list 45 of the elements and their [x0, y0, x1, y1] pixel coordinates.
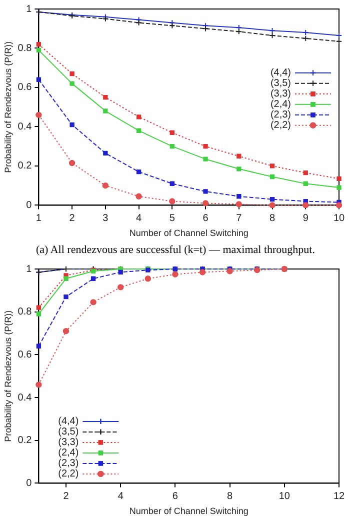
y-tick-label: 0.8 [18, 42, 32, 54]
x-axis-title: Number of Channel Switching [129, 506, 248, 516]
y-tick-label: 0 [26, 200, 32, 211]
y-tick-label: 1 [26, 264, 32, 275]
legend-label: (2,3) [270, 110, 291, 121]
x-tick-label: 12 [333, 490, 345, 502]
y-axis-title: Probability of Rendezvous (P(R)) [2, 310, 13, 442]
legend-label: (3,5) [270, 78, 291, 90]
x-tick-label: 6 [202, 212, 209, 224]
legend-label: (2,4) [270, 99, 291, 110]
legend-label: (2,2) [270, 120, 291, 132]
text: (a) All rendezvous are successful (k=t) — maximal throughput. [35, 243, 316, 258]
y-tick-label: 0.4 [18, 392, 32, 404]
y-tick-label: 0.6 [18, 349, 32, 360]
y-axis-title: Probability of Rendezvous (P(R)) [2, 41, 13, 173]
legend-label: (3,3) [270, 88, 291, 100]
x-tick-label: 7 [236, 212, 242, 224]
legend-label: (2,2) [58, 468, 79, 480]
x-axis-title: Number of Channel Switching [129, 228, 248, 238]
x-tick-label: 10 [333, 212, 345, 224]
legend-label: (3,3) [58, 437, 79, 448]
x-tick-label: 3 [102, 212, 109, 224]
x-tick-label: 8 [227, 490, 234, 502]
x-tick-label: 9 [302, 212, 309, 224]
x-tick-label: 4 [118, 490, 124, 502]
legend-label: (4,4) [270, 68, 291, 79]
x-tick-label: 2 [63, 490, 70, 502]
y-tick-label: 0 [26, 478, 32, 489]
x-tick-label: 6 [172, 490, 178, 502]
x-tick-label: 5 [169, 212, 176, 224]
x-tick-label: 4 [136, 212, 142, 224]
legend-label: (2,3) [58, 458, 79, 470]
y-tick-label: 0.2 [18, 435, 32, 446]
legend-label: (4,4) [58, 416, 79, 428]
x-tick-label: 10 [278, 490, 290, 502]
y-tick-label: 1 [26, 4, 32, 15]
x-tick-label: 1 [36, 212, 42, 224]
y-tick-label: 0.2 [18, 160, 32, 172]
legend-label: (3,5) [58, 426, 79, 438]
x-tick-label: 8 [269, 212, 276, 224]
y-tick-label: 0.4 [18, 121, 32, 132]
y-tick-label: 0.8 [18, 306, 32, 318]
y-tick-label: 0.6 [18, 82, 32, 94]
x-tick-label: 2 [69, 212, 76, 224]
legend-label: (2,4) [58, 448, 79, 459]
